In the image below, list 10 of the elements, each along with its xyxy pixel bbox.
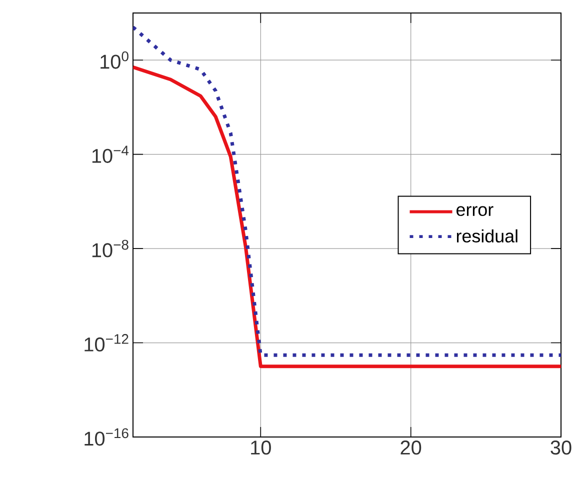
x-tick-label: 10 [251,440,271,455]
y-tick-label: 10$^{−4}$ [92,146,129,163]
x-tick-label: 30 [550,440,572,455]
y-tick-label: 10$^{−16}$ [84,428,128,446]
y-tick-label: 10$^{−8}$ [92,240,128,258]
legend-label: residual [456,229,518,242]
legend-label: error [456,206,494,216]
x-tick-label: 20 [400,440,422,455]
y-tick-label: 10$^{−12}$ [84,334,128,352]
y-tick-label: 10$^{0}$ [100,51,128,69]
